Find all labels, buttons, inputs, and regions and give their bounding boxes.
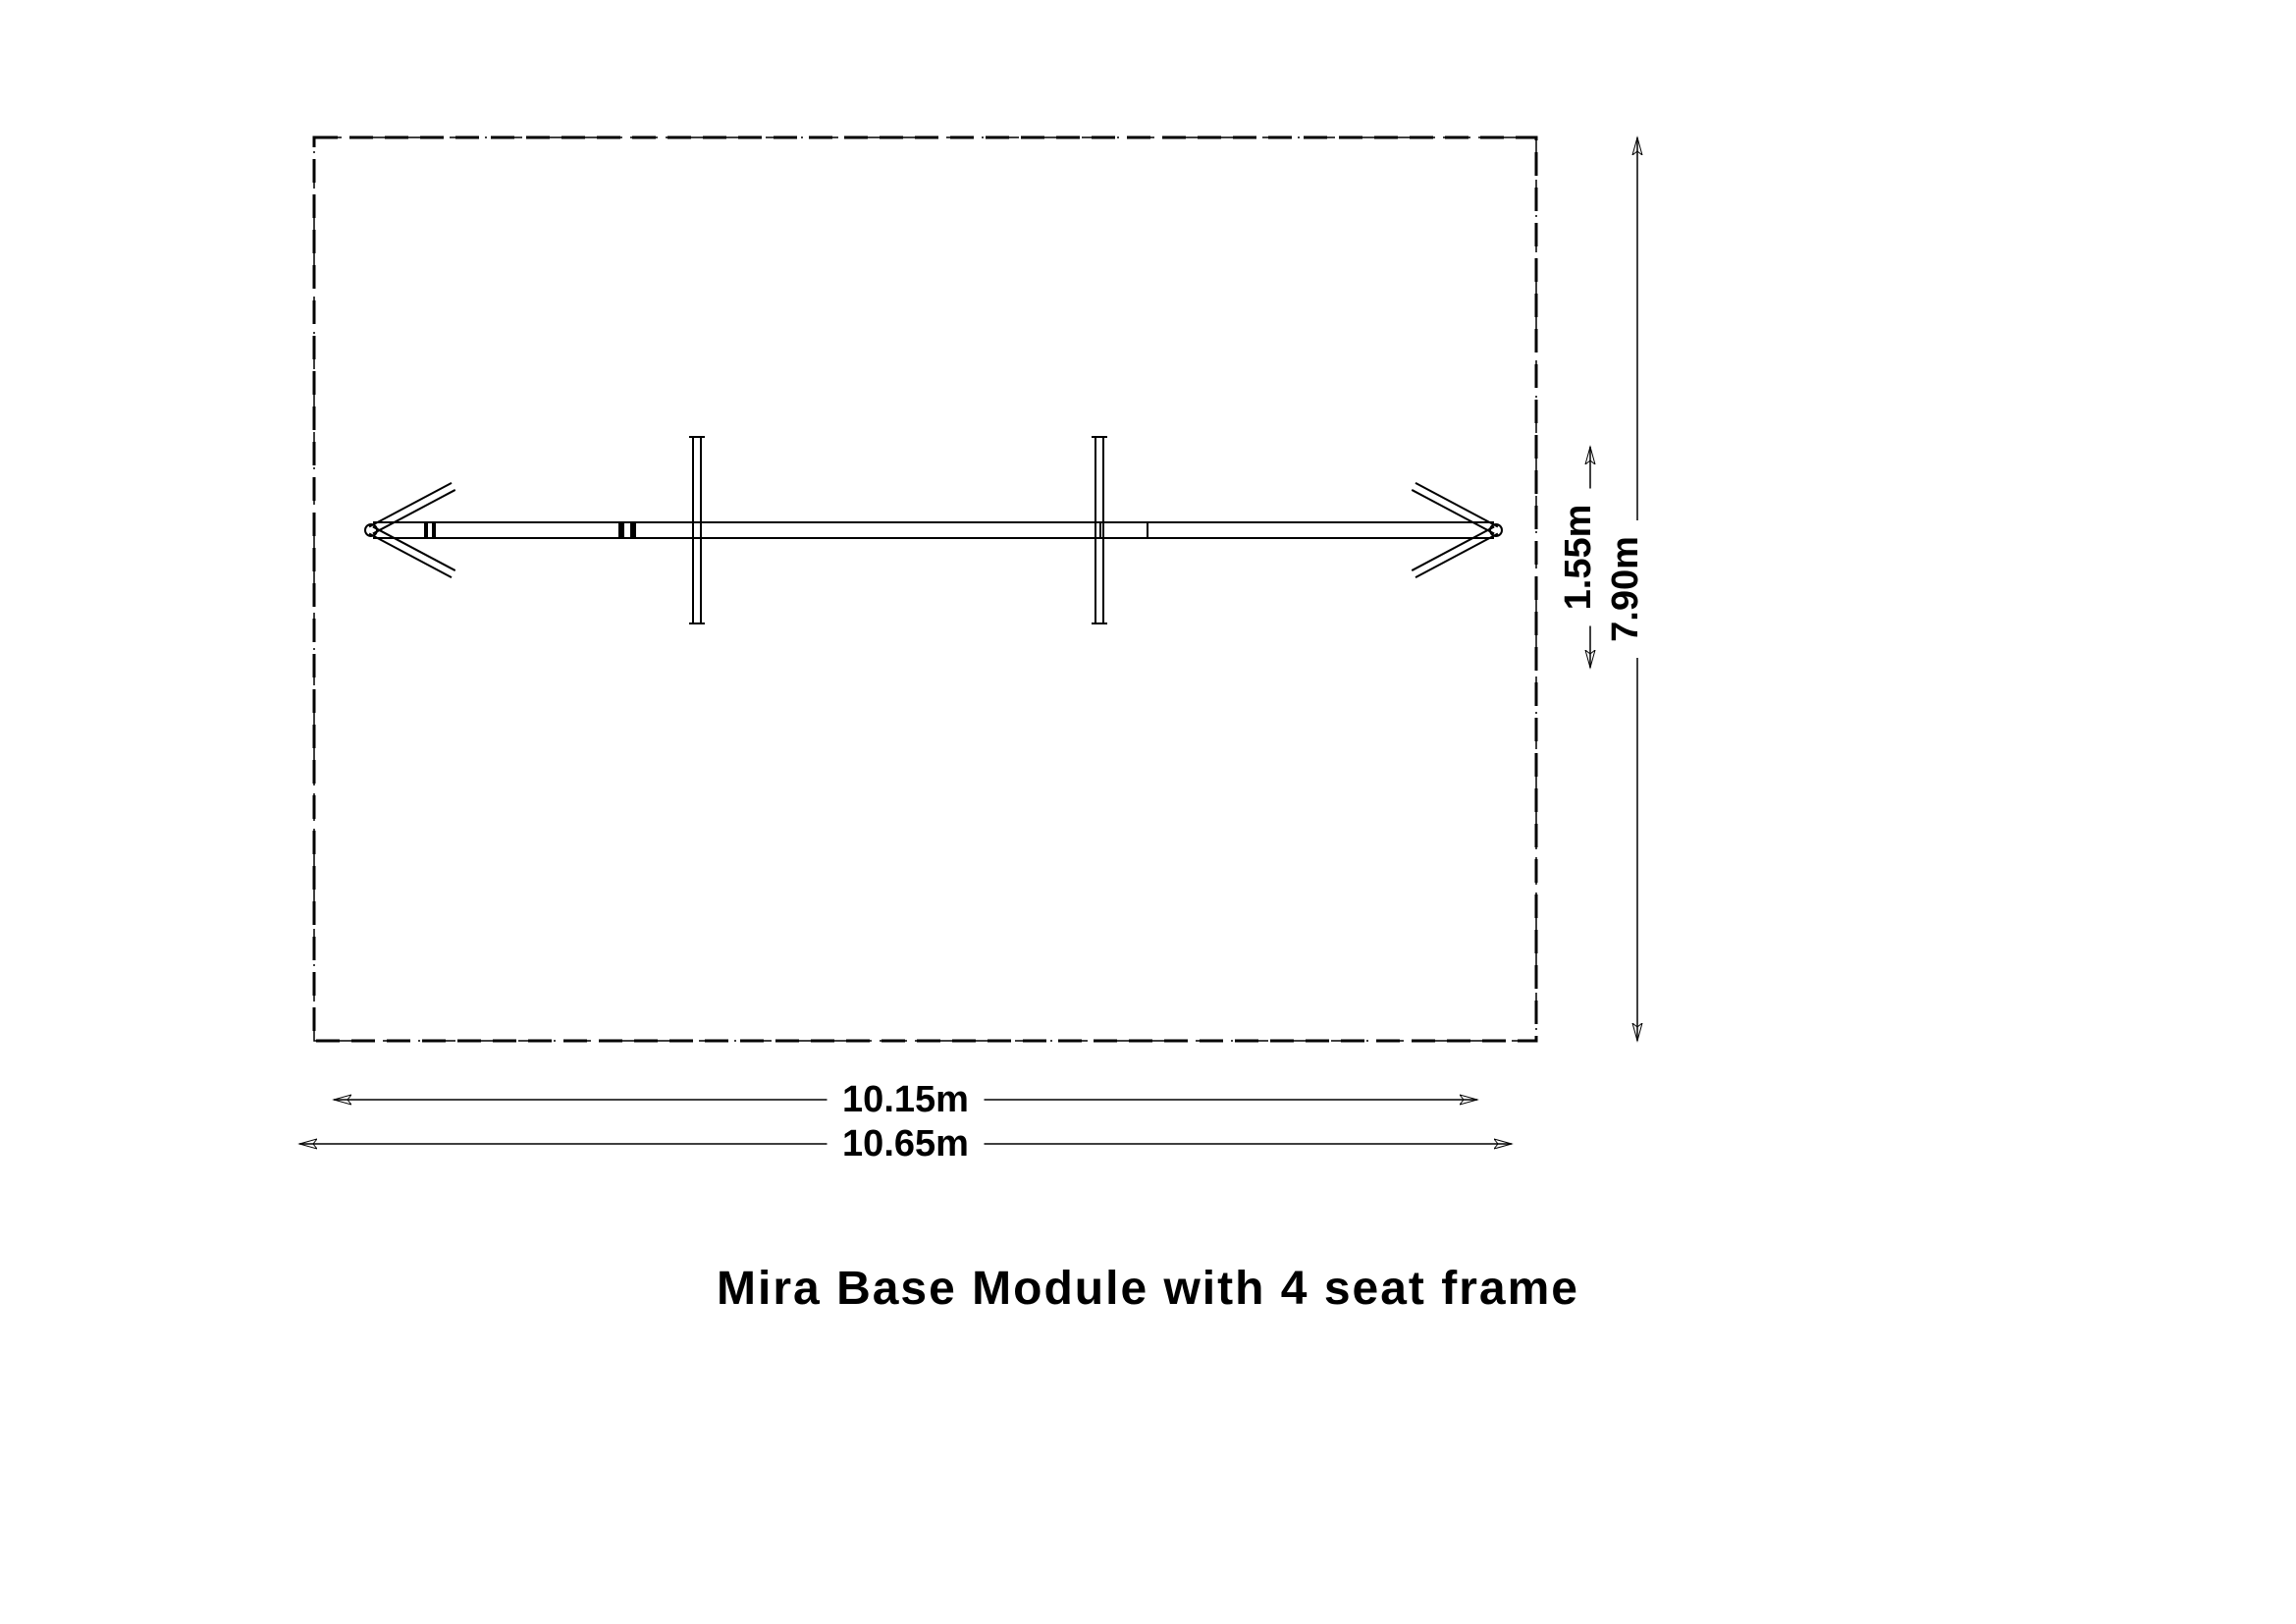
- bracket-arm: [369, 534, 452, 578]
- bracket-arm: [373, 490, 455, 534]
- dimension-label: 1.55m: [1558, 505, 1599, 611]
- beam-mark: [1147, 522, 1148, 538]
- dimension-label: 7.90m: [1605, 536, 1646, 642]
- bracket-arm: [1412, 526, 1494, 570]
- bracket-arm: [1415, 483, 1498, 527]
- diagram-title: Mira Base Module with 4 seat frame: [717, 1262, 1579, 1316]
- engineering-diagram: 10.15m10.65m 1.55m7.90m: [0, 0, 2296, 1624]
- beam-mark: [630, 522, 636, 538]
- boundary-rect-inner: [314, 137, 1536, 1041]
- beam-mark: [1099, 522, 1101, 538]
- beam-mark: [424, 522, 428, 538]
- boundary-rect: [314, 137, 1536, 1041]
- bracket-arm: [373, 526, 455, 570]
- dimension-label: 10.15m: [842, 1079, 969, 1120]
- beam-mark: [618, 522, 624, 538]
- dimension-label: 10.65m: [842, 1123, 969, 1164]
- beam-mark: [432, 522, 436, 538]
- bracket-arm: [369, 483, 452, 527]
- bracket-arm: [1412, 490, 1494, 534]
- bracket-arm: [1415, 534, 1498, 578]
